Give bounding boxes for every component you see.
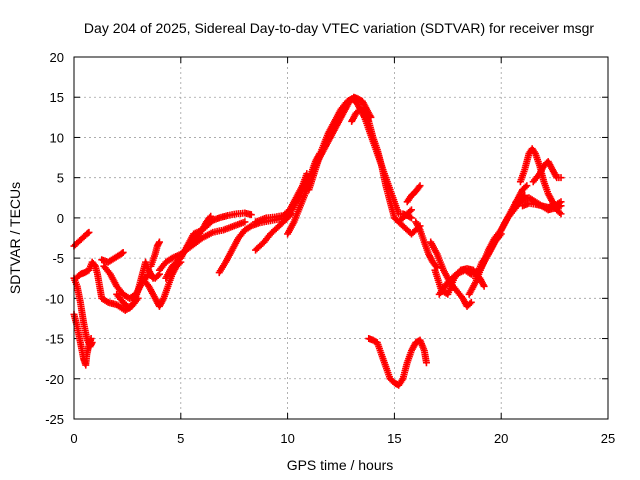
data-point [416, 182, 424, 190]
data-series-arc-3 [70, 228, 93, 250]
data-point [84, 229, 92, 237]
grid-lines [74, 57, 608, 419]
data-point [206, 214, 214, 222]
data-series-arc-21 [412, 218, 441, 272]
data-series [70, 93, 565, 389]
y-tick-label: -15 [45, 332, 64, 347]
y-axis-label: SDTVAR / TECUs [7, 182, 23, 294]
data-series-arc-12 [183, 212, 215, 250]
data-point [407, 214, 415, 222]
data-point [119, 248, 127, 256]
y-tick-label: 15 [50, 90, 64, 105]
data-series-arc-27 [516, 145, 565, 218]
data-point [422, 359, 430, 367]
data-point [247, 211, 255, 219]
data-series-arc-29 [519, 198, 565, 211]
x-axis-label: GPS time / hours [287, 457, 394, 473]
data-point [88, 339, 96, 347]
data-point [521, 183, 529, 191]
data-point [85, 228, 93, 236]
data-point [406, 207, 414, 215]
chart-title: Day 204 of 2025, Sidereal Day-to-day VTE… [84, 20, 594, 36]
y-tick-label: 20 [50, 50, 64, 65]
data-point [207, 212, 215, 220]
data-series-arc-18 [348, 105, 415, 226]
data-point [480, 282, 488, 290]
data-point [149, 274, 157, 282]
y-tick-label: -10 [45, 291, 64, 306]
data-point [557, 174, 565, 182]
x-tick-label: 10 [280, 431, 294, 446]
y-tick-label: 10 [50, 130, 64, 145]
y-tick-label: -20 [45, 372, 64, 387]
x-tick-label: 0 [70, 431, 77, 446]
data-series-arc-22 [427, 238, 475, 310]
y-tick-label: -5 [52, 251, 64, 266]
data-series-arc-26 [472, 230, 505, 282]
data-series-arc-5 [98, 248, 127, 266]
plot-frame [73, 56, 609, 420]
data-series-arc-31 [365, 335, 430, 389]
x-tick-label: 15 [387, 431, 401, 446]
y-tick-label: 0 [57, 211, 64, 226]
y-tick-label: 5 [57, 171, 64, 186]
data-point [407, 206, 415, 214]
data-series-arc-20 [403, 182, 424, 206]
data-series-arc-30 [529, 158, 565, 186]
data-point [557, 210, 565, 218]
data-point [556, 209, 564, 217]
data-point [523, 182, 531, 190]
x-tick-label: 20 [494, 431, 508, 446]
data-point [241, 218, 249, 226]
data-point [415, 183, 423, 191]
data-point [467, 298, 475, 306]
y-tick-label: -25 [45, 412, 64, 427]
data-point [557, 198, 565, 206]
data-point [155, 238, 163, 246]
tick-labels: 0 5 10 15 20 25 -25 -20 -15 -10 -5 0 5 10 15 20 [45, 50, 615, 446]
data-point [118, 249, 126, 257]
data-point [497, 230, 505, 238]
data-series-arc-9 [147, 238, 163, 270]
x-tick-label: 5 [177, 431, 184, 446]
data-series-arc-8 [138, 258, 185, 310]
data-point [154, 272, 162, 280]
x-tick-label: 25 [601, 431, 615, 446]
data-series-arc-2 [70, 274, 96, 351]
data-point [466, 300, 474, 308]
